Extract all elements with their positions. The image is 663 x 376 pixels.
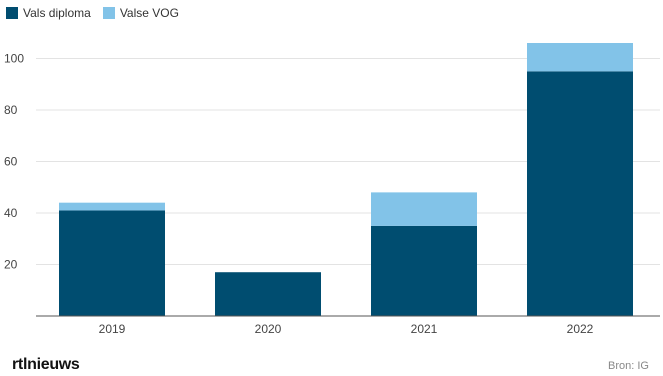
bar-2019-valse-vog xyxy=(59,202,165,211)
y-tick-label-100: 100 xyxy=(4,51,24,65)
legend-swatch-valse-vog xyxy=(102,7,115,19)
bar-2019-vals-diploma xyxy=(59,210,165,316)
bar-2021-valse-vog xyxy=(371,192,477,226)
chart-legend: Vals diploma Valse VOG xyxy=(6,4,191,22)
legend-label-valse-vog: Valse VOG xyxy=(119,6,179,20)
bar-2022-vals-diploma xyxy=(527,71,633,316)
stacked-bar-chart: 20 40 60 80 100 2019 2020 2021 2022 xyxy=(4,43,660,336)
x-tick-label-2020: 2020 xyxy=(255,322,282,336)
x-tick-label-2021: 2021 xyxy=(411,322,438,336)
y-tick-label-80: 80 xyxy=(4,103,18,117)
y-tick-label-20: 20 xyxy=(4,257,18,271)
bar-2022-valse-vog xyxy=(527,43,633,72)
legend-swatch-vals-diploma xyxy=(6,7,18,19)
bar-2021-vals-diploma xyxy=(371,225,477,316)
legend-item-valse-vog: Valse VOG xyxy=(102,6,179,20)
y-tick-label-60: 60 xyxy=(4,154,18,168)
y-tick-label-40: 40 xyxy=(4,206,18,220)
rtl-nieuws-logo: rtlnieuws xyxy=(12,356,80,373)
source-label: Bron: IG xyxy=(608,360,649,372)
legend-item-vals-diploma: Vals diploma xyxy=(6,6,91,20)
x-tick-label-2019: 2019 xyxy=(99,322,126,336)
x-tick-label-2022: 2022 xyxy=(567,322,594,336)
legend-label-vals-diploma: Vals diploma xyxy=(23,6,91,20)
bar-2020-vals-diploma xyxy=(215,272,321,316)
